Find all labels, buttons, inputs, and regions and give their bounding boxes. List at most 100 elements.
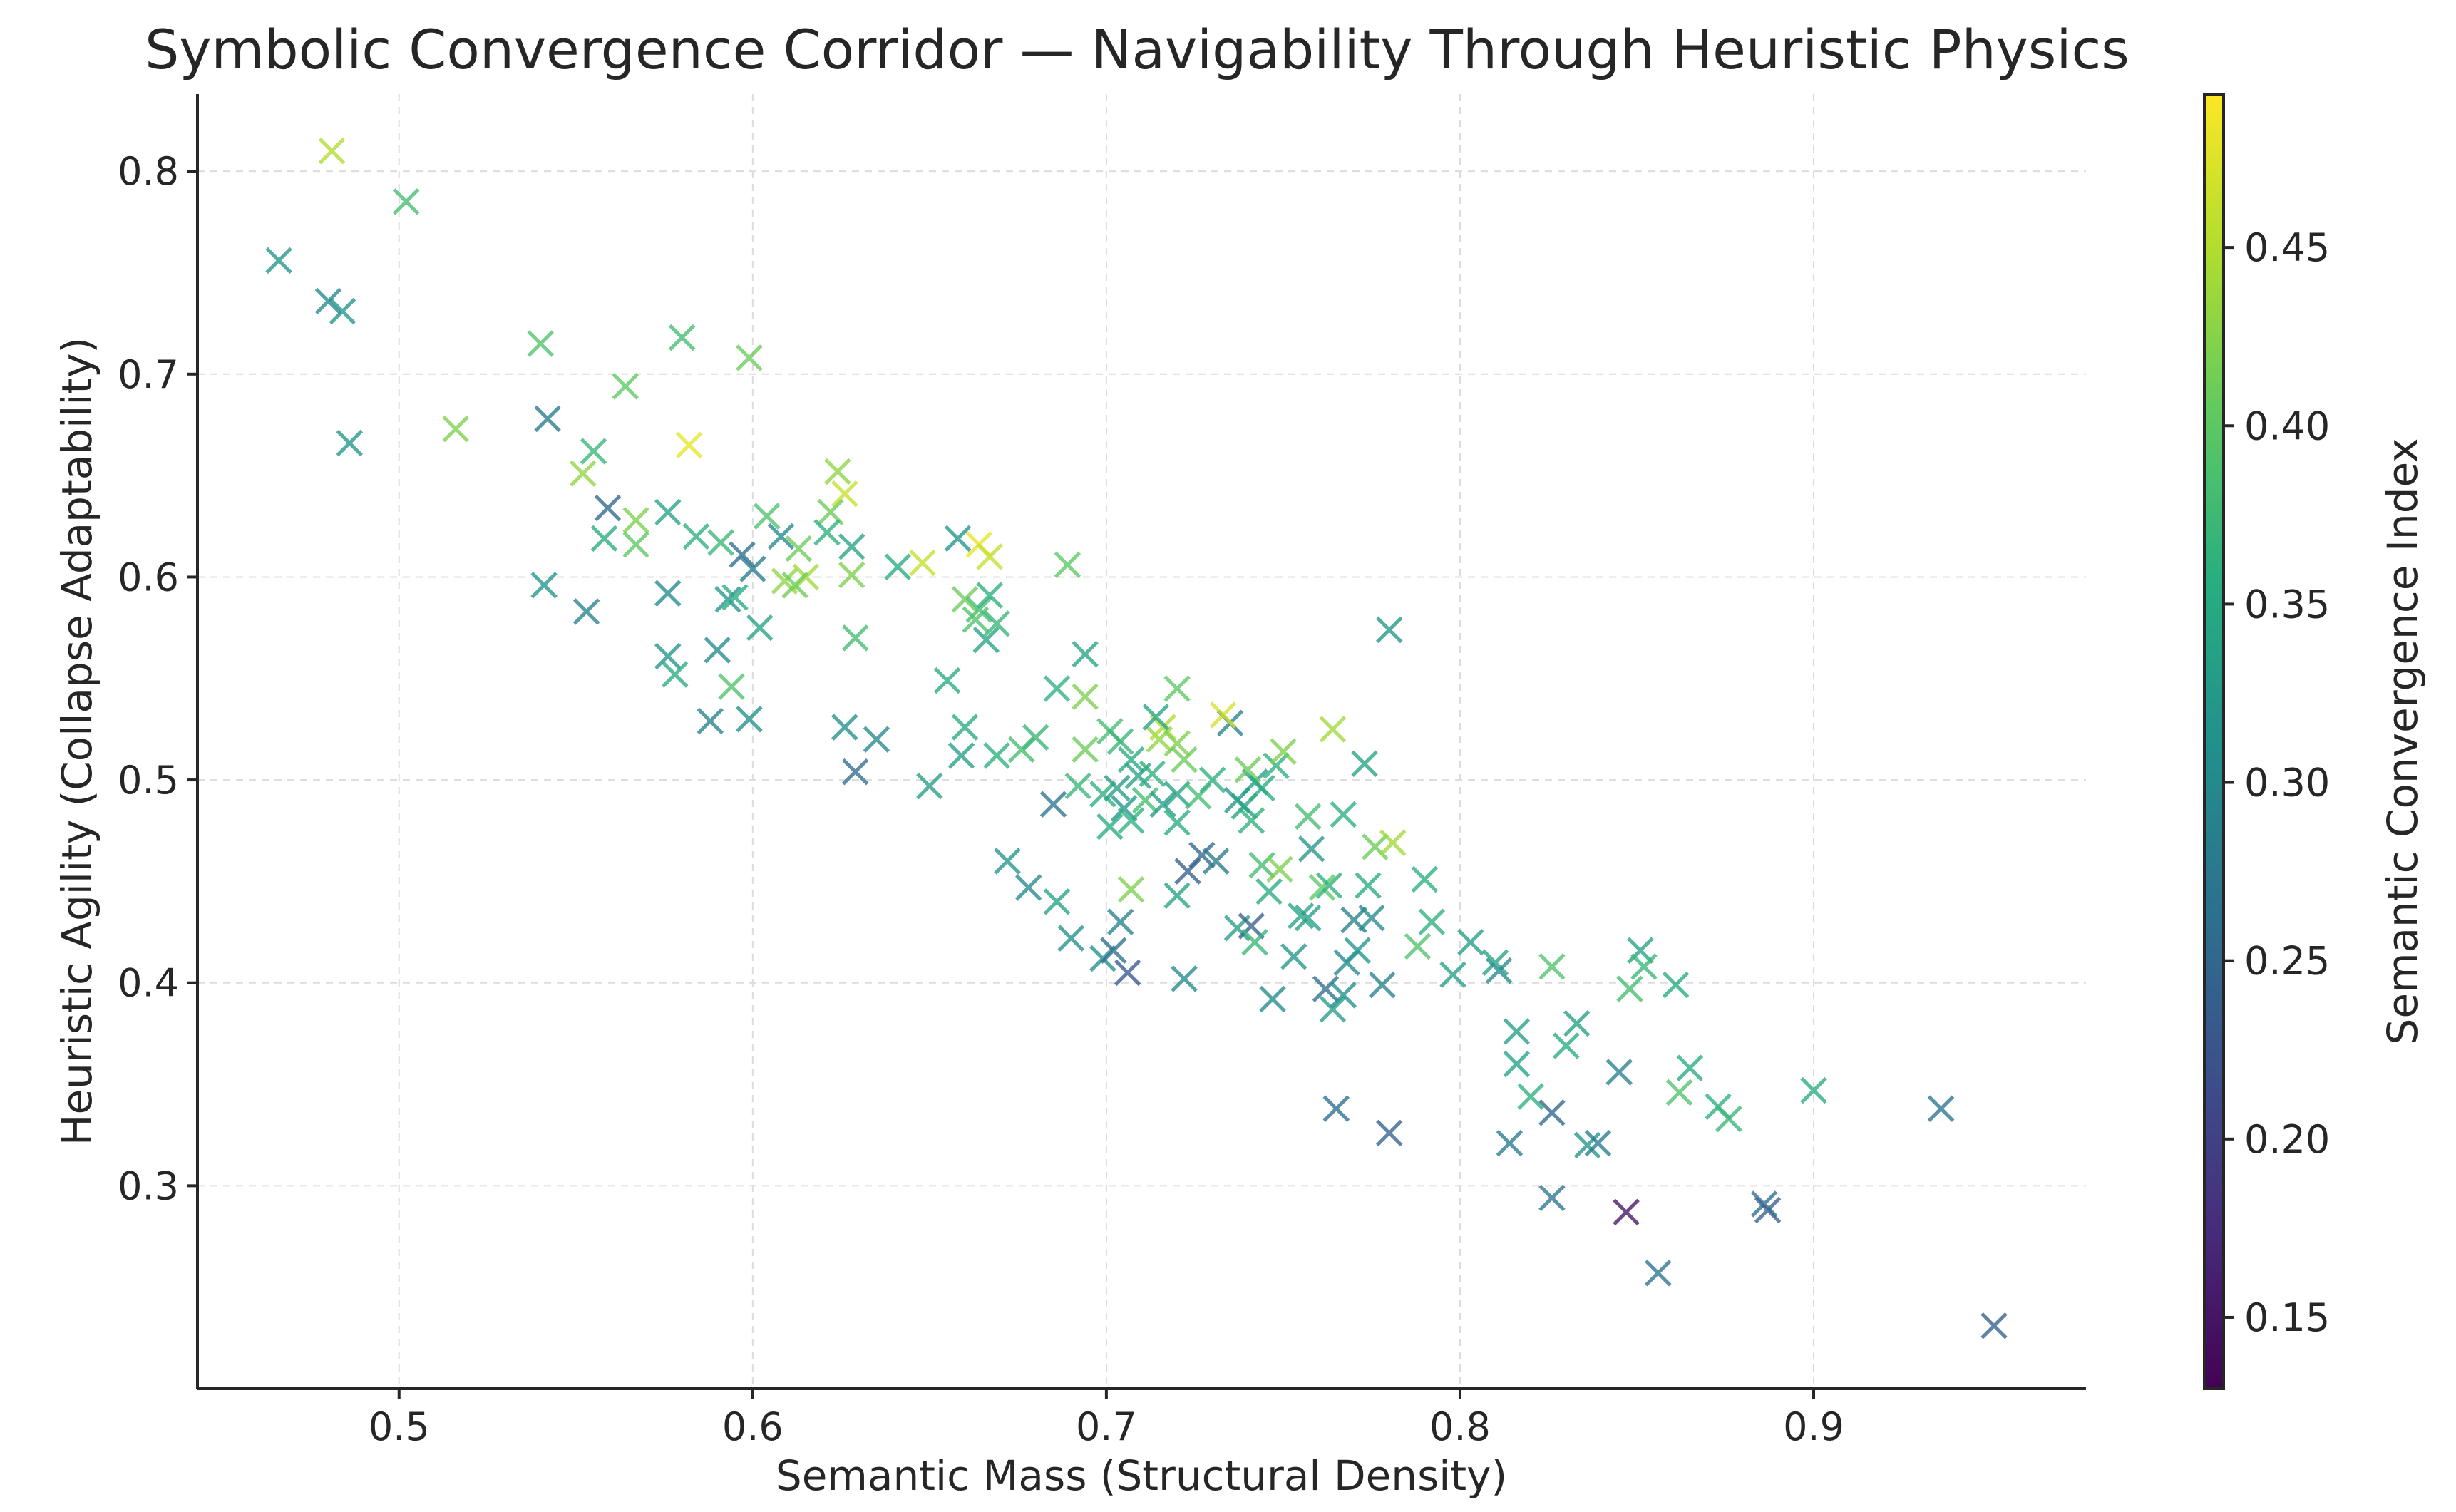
data-point [976, 543, 1003, 570]
data-point [714, 585, 741, 613]
data-point [1057, 925, 1085, 952]
data-point [1411, 865, 1439, 893]
data-point [841, 624, 869, 652]
data-point [1202, 848, 1230, 875]
data-point [1330, 982, 1357, 1009]
data-point [314, 287, 342, 315]
y-axis-title: Heuristic Agility (Collapse Adaptability… [53, 337, 101, 1146]
data-point [1503, 1018, 1531, 1045]
data-point [661, 661, 689, 688]
data-point [1315, 872, 1343, 899]
colorbar-tick-label: 0.40 [2244, 403, 2330, 448]
colorbar-tick-label: 0.25 [2244, 939, 2330, 984]
grid-lines [197, 94, 2086, 1389]
data-point [1496, 1129, 1524, 1157]
data-point [831, 480, 858, 508]
data-point [392, 188, 420, 215]
data-point [1270, 738, 1297, 765]
data-point [1375, 1119, 1403, 1147]
data-point [1188, 841, 1216, 869]
x-tick-label: 0.9 [1783, 1404, 1844, 1449]
data-point [1163, 675, 1191, 702]
data-point [1800, 1076, 1827, 1104]
data-point [1238, 807, 1265, 834]
data-point [944, 525, 972, 552]
data-point [318, 137, 346, 165]
data-point [1563, 1009, 1591, 1037]
colorbar-tick-label: 0.15 [2244, 1295, 2330, 1340]
data-point [718, 673, 745, 700]
data-point [841, 758, 869, 786]
data-point [813, 519, 841, 546]
data-point [1114, 959, 1141, 987]
data-point [739, 555, 766, 582]
data-point [1106, 908, 1134, 936]
data-point [909, 549, 936, 577]
data-point [972, 626, 1000, 654]
data-point [1266, 855, 1293, 883]
data-point [951, 714, 979, 741]
data-point [1163, 882, 1191, 910]
data-point [1043, 888, 1071, 915]
colorbar-gradient [2204, 94, 2224, 1389]
data-point [1481, 949, 1509, 977]
data-point [781, 572, 809, 599]
data-point [1379, 829, 1407, 857]
data-point [1106, 728, 1134, 755]
data-point [1358, 904, 1385, 932]
data-point [947, 742, 975, 769]
data-point [1054, 551, 1081, 579]
data-point [1538, 953, 1566, 980]
y-tick-label: 0.7 [118, 352, 179, 397]
colorbar-tick-label: 0.20 [2244, 1117, 2330, 1162]
data-point [1351, 750, 1378, 778]
y-tick-label: 0.8 [118, 149, 179, 194]
data-point [329, 297, 356, 325]
data-point [1298, 835, 1325, 863]
data-point [1117, 746, 1145, 773]
data-point [622, 506, 649, 534]
data-point [1573, 1131, 1601, 1159]
data-point [1209, 701, 1237, 729]
data-point [1089, 781, 1116, 808]
data-point [1344, 937, 1371, 964]
data-point [863, 726, 890, 753]
data-point [1117, 807, 1145, 834]
data-point [1750, 1190, 1778, 1218]
data-point [530, 572, 558, 599]
y-tick-label: 0.3 [118, 1163, 179, 1208]
data-point [721, 584, 749, 611]
data-point [1072, 736, 1099, 763]
data-point [1039, 791, 1067, 818]
data-point [1308, 874, 1336, 901]
data-point [1287, 902, 1315, 930]
colorbar-tick-label: 0.45 [2244, 225, 2330, 270]
x-tick-label: 0.8 [1429, 1404, 1491, 1449]
data-point [1294, 904, 1322, 932]
colorbar-tick-label: 0.30 [2244, 761, 2330, 806]
data-point [654, 642, 682, 670]
data-point [1355, 872, 1382, 899]
data-point [704, 637, 731, 664]
data-point [1280, 942, 1307, 970]
data-point [1248, 774, 1275, 802]
data-point [1485, 957, 1513, 984]
data-point [1322, 1095, 1350, 1122]
data-point [668, 324, 696, 351]
data-point [1110, 795, 1138, 822]
y-tick-label: 0.6 [118, 555, 179, 600]
data-point [1538, 1184, 1566, 1212]
data-point [1198, 766, 1226, 793]
data-point [1418, 908, 1446, 936]
data-point [1375, 616, 1403, 644]
data-point [1538, 1099, 1566, 1126]
data-point [1139, 760, 1166, 788]
data-point [442, 415, 469, 443]
data-point [569, 460, 597, 488]
data-point [265, 247, 292, 274]
data-point [1605, 1059, 1633, 1086]
colorbar-title: Semantic Convergence Index [2378, 438, 2427, 1045]
data-point [612, 373, 639, 400]
data-point [1255, 878, 1283, 905]
colorbar-frame [2203, 93, 2225, 1390]
